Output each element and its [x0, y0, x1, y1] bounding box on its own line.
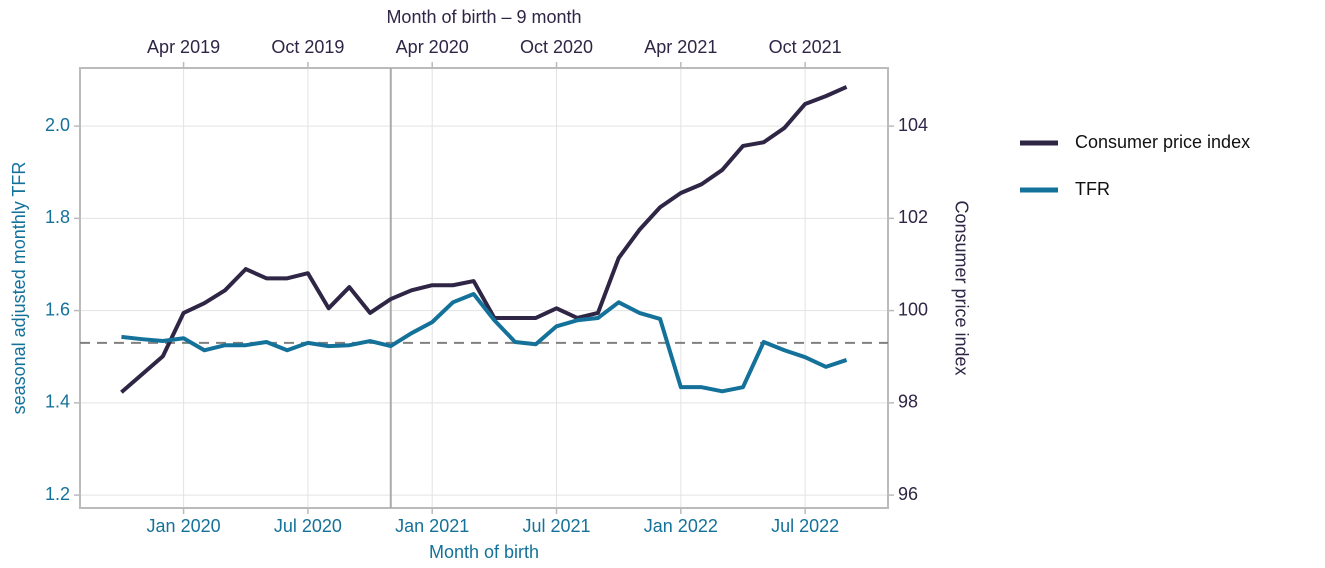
- y2-tick-label: 96: [898, 484, 918, 504]
- x2-tick-label: Oct 2019: [271, 37, 344, 57]
- y-tick-label: 1.8: [45, 207, 70, 227]
- top-axis-title: Month of birth – 9 month: [386, 7, 581, 27]
- line-series: [121, 291, 848, 394]
- x-tick-label: Jul 2020: [274, 516, 342, 536]
- y-tick-label: 1.2: [45, 484, 70, 504]
- legend-label: Consumer price index: [1075, 132, 1250, 152]
- y-tick-label: 1.4: [45, 392, 70, 412]
- x2-tick-label: Apr 2019: [147, 37, 220, 57]
- x2-tick-label: Apr 2020: [396, 37, 469, 57]
- legend-label: TFR: [1075, 179, 1110, 199]
- line-series: [120, 85, 848, 394]
- x2-tick-label: Oct 2020: [520, 37, 593, 57]
- y-tick-label: 1.6: [45, 299, 70, 319]
- y-axis-title: seasonal adjusted monthly TFR: [9, 162, 29, 415]
- y-tick-label: 2.0: [45, 115, 70, 135]
- x-axis-title: Month of birth: [429, 542, 539, 562]
- y2-tick-label: 102: [898, 207, 928, 227]
- y2-tick-label: 100: [898, 299, 928, 319]
- x2-tick-label: Oct 2021: [769, 37, 842, 57]
- y2-axis-title: Consumer price index: [951, 200, 971, 375]
- x-tick-label: Jan 2022: [644, 516, 718, 536]
- x-tick-label: Jul 2022: [771, 516, 839, 536]
- y2-tick-label: 104: [898, 115, 928, 135]
- x2-tick-label: Apr 2021: [644, 37, 717, 57]
- y2-tick-label: 98: [898, 392, 918, 412]
- plot-frame: [79, 67, 889, 509]
- x-tick-label: Jan 2020: [147, 516, 221, 536]
- x-tick-label: Jul 2021: [522, 516, 590, 536]
- x-tick-label: Jan 2021: [395, 516, 469, 536]
